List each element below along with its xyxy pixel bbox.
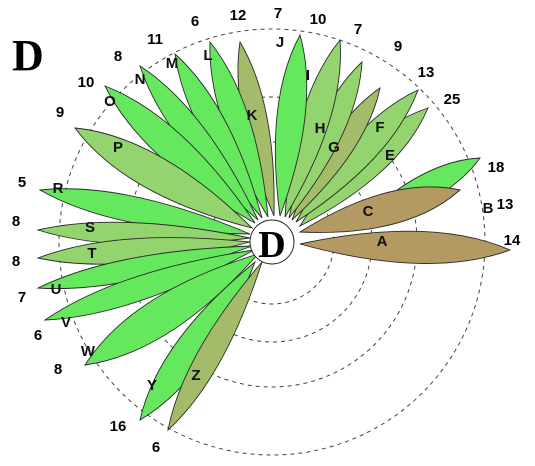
leaf-label-l: L [203,47,212,64]
leaf-count-e: 25 [444,91,461,108]
leaf-label-i: I [306,67,310,84]
leaf-count-n: 8 [114,48,122,65]
leaf-count-j: 7 [274,5,282,22]
leaf-count-h: 7 [354,21,362,38]
leaf-count-p: 9 [56,104,64,121]
leaf-group [36,33,512,432]
leaf-w [84,253,260,366]
leaf-label-e: E [385,147,395,164]
leaf-label-n: N [135,71,146,88]
leaf-count-v: 6 [34,327,42,344]
leaf-label-o: O [104,93,116,110]
leaf-count-c: 18 [488,159,505,176]
leaf-count-t: 8 [12,253,20,270]
hub-circle [249,219,295,265]
label-group: A 14B 13C18E25F13G9H7I10J7K12L6M11N8O10P9R… [12,5,521,456]
panel-label: D [12,31,44,80]
leaf-j [274,33,308,217]
leaf-label-b: B [483,200,494,217]
leaf-count-o: 10 [78,74,95,91]
leaf-label-j: J [276,34,284,51]
leaf-count-s: 8 [12,213,20,230]
hub-label: D [258,224,285,266]
leaf-label-c: C [363,203,374,220]
leaf-count-f: 13 [418,64,435,81]
leaf-count-m: 11 [147,31,163,48]
leaf-count-k: 12 [230,7,247,24]
leaf-z [167,261,263,432]
leaf-label-v: V [61,314,71,331]
leaf-label-z: Z [191,367,200,384]
leaf-c [298,186,461,233]
leaf-label-m: M [166,55,179,72]
leaf-label-s: S [85,219,95,236]
leaf-p [74,127,254,229]
leaf-label-r: R [53,180,64,197]
leaf-label-a: A [377,233,388,250]
leaf-label-u: U [51,281,62,298]
leaf-count-i: 10 [310,11,327,28]
leaf-count-b: 13 [497,196,514,213]
leaf-count-w: 8 [54,361,62,378]
leaf-count-z: 6 [152,439,160,456]
leaf-count-l: 6 [191,13,199,30]
leaf-count-g: 9 [394,38,402,55]
leaf-label-p: P [113,139,123,156]
leaf-label-k: K [247,107,258,124]
leaf-count-r: 5 [18,174,26,191]
leaf-a [299,230,512,264]
leaf-label-y: Y [147,377,157,394]
leaf-label-t: T [87,245,96,262]
leaf-label-w: W [81,343,96,360]
leaf-count-y: 16 [110,418,127,435]
leaf-label-h: H [315,120,326,137]
leaf-count-a: 14 [504,232,521,249]
leaf-count-u: 7 [18,289,26,306]
leaf-label-f: F [375,119,384,136]
leaf-label-g: G [328,139,340,156]
